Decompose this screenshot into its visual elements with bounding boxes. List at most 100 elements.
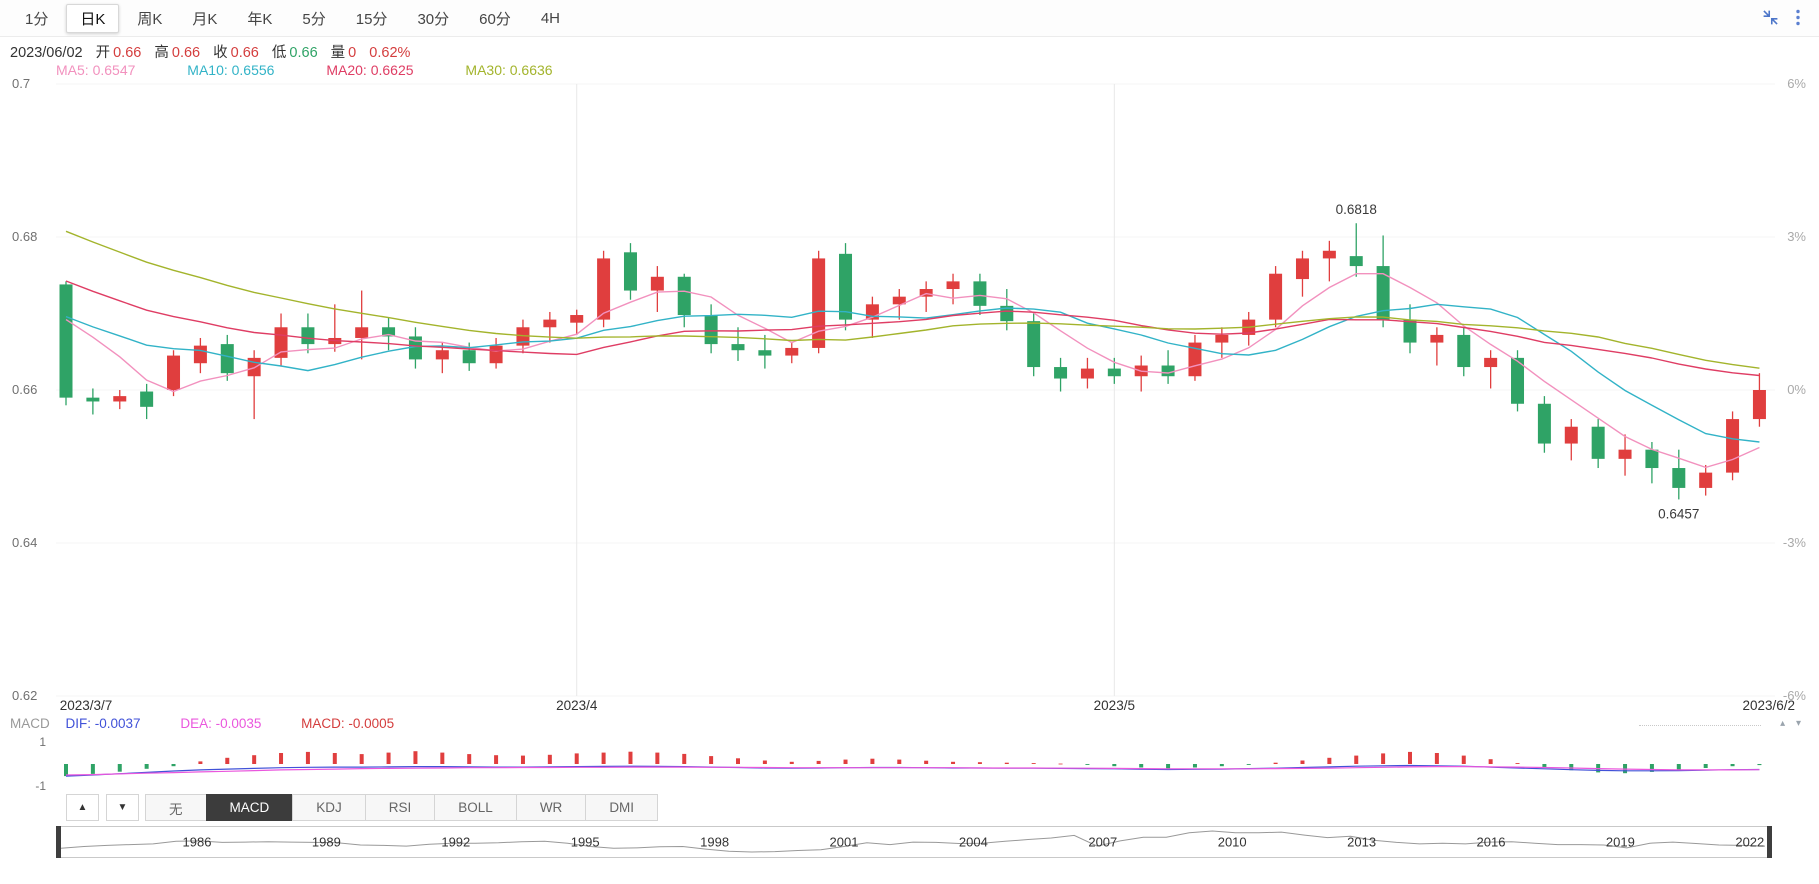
macd-hist-bar bbox=[1031, 763, 1036, 764]
candles-layer[interactable] bbox=[59, 223, 1766, 500]
dea-value: DEA: -0.0035 bbox=[180, 716, 262, 731]
candle-body bbox=[1511, 357, 1525, 404]
dea-line bbox=[65, 766, 1760, 776]
macd-hist-bar bbox=[682, 753, 687, 764]
macd-histogram bbox=[64, 751, 1762, 777]
macd-hist-bar bbox=[547, 754, 552, 764]
percent-axis-label: -3% bbox=[1783, 535, 1807, 550]
price-annotation: 0.6818 bbox=[1336, 202, 1377, 217]
candle-body bbox=[1376, 266, 1390, 320]
candle-body bbox=[1618, 449, 1632, 459]
price-axis-label: 0.7 bbox=[12, 76, 30, 91]
high-value: 0.66 bbox=[171, 45, 201, 61]
navigator-year-label: 1998 bbox=[700, 834, 730, 850]
ma5-legend: MA5: 0.6547 bbox=[56, 62, 136, 78]
candle-body bbox=[1672, 468, 1686, 488]
indicator-tab-dmi[interactable]: DMI bbox=[585, 794, 659, 821]
kebab-menu-icon[interactable] bbox=[1795, 9, 1801, 26]
indicator-tab-macd[interactable]: MACD bbox=[205, 794, 294, 821]
candle-body bbox=[274, 327, 288, 358]
percent-axis-label: 6% bbox=[1787, 76, 1806, 91]
date-axis-label: 2023/4 bbox=[556, 698, 598, 713]
svg-text:-1: -1 bbox=[35, 779, 46, 793]
candle-body bbox=[1564, 426, 1578, 444]
candle-body bbox=[140, 391, 154, 407]
ma20-legend: MA20: 0.6625 bbox=[326, 62, 414, 78]
macd-hist-bar bbox=[1192, 764, 1197, 768]
indicator-tab-none[interactable]: 无 bbox=[145, 794, 207, 821]
navigator-left-handle[interactable] bbox=[56, 826, 61, 858]
tab-30min[interactable]: 30分 bbox=[417, 10, 450, 28]
indicator-down-button[interactable]: ▼ bbox=[106, 794, 139, 821]
macd-hist-bar bbox=[1112, 764, 1117, 767]
macd-hist-bar bbox=[897, 759, 902, 764]
tab-60min[interactable]: 60分 bbox=[479, 10, 511, 28]
open-value: 0.66 bbox=[113, 45, 142, 61]
navigator-year-label: 2010 bbox=[1217, 834, 1247, 850]
macd-hist-bar bbox=[520, 755, 525, 764]
macd-hist-bar bbox=[816, 760, 821, 764]
tab-5min[interactable]: 5分 bbox=[302, 10, 326, 28]
volume-value: 0 bbox=[348, 45, 357, 61]
tab-daily-k[interactable]: 日K bbox=[66, 3, 120, 33]
macd-value: MACD: -0.0005 bbox=[301, 716, 395, 731]
navigator-year-label: 1986 bbox=[182, 834, 212, 850]
candle-body bbox=[1188, 342, 1202, 377]
macd-hist-bar bbox=[789, 761, 794, 764]
tab-15min[interactable]: 15分 bbox=[355, 10, 388, 28]
macd-hist-bar bbox=[1354, 755, 1359, 764]
tab-4h[interactable]: 4H bbox=[540, 9, 560, 27]
timeline-navigator[interactable]: 1986 1989 1992 1995 1998 2001 2004 2007 2010 2013… bbox=[56, 826, 1772, 858]
indicator-tab-kdj[interactable]: KDJ bbox=[292, 794, 366, 821]
macd-hist-bar bbox=[1461, 755, 1466, 764]
dotted-divider bbox=[1639, 725, 1761, 726]
indicator-tab-wr[interactable]: WR bbox=[515, 794, 587, 821]
candle-body bbox=[489, 345, 503, 364]
navigator-right-handle[interactable] bbox=[1767, 826, 1772, 858]
macd-hist-bar bbox=[1004, 762, 1009, 764]
macd-hist-bar bbox=[332, 753, 337, 764]
candle-body bbox=[1349, 256, 1363, 267]
candle-body bbox=[1080, 368, 1094, 379]
macd-hist-bar bbox=[305, 751, 310, 764]
macd-hist-bar bbox=[440, 752, 445, 764]
price-axis-label: 0.68 bbox=[12, 229, 37, 244]
candle-body bbox=[1591, 426, 1605, 459]
candle-body bbox=[1000, 305, 1014, 322]
candle-body bbox=[1215, 334, 1229, 343]
tab-monthly-k[interactable]: 月K bbox=[192, 10, 218, 28]
date-axis-label: 2023/5 bbox=[1093, 698, 1135, 713]
tab-weekly-k[interactable]: 周K bbox=[137, 10, 163, 28]
candle-body bbox=[1645, 449, 1659, 469]
ma10-line bbox=[65, 303, 1760, 443]
macd-hist-bar bbox=[1300, 760, 1305, 764]
percent-axis-label: 3% bbox=[1787, 229, 1806, 244]
candle-body bbox=[462, 350, 476, 364]
macd-hist-bar bbox=[494, 755, 499, 764]
tab-yearly-k[interactable]: 年K bbox=[247, 10, 273, 28]
macd-hist-bar bbox=[1757, 764, 1762, 766]
candle-body bbox=[167, 355, 181, 390]
navigator-year-label: 1995 bbox=[570, 834, 600, 850]
macd-chart[interactable]: 1 -1 bbox=[0, 736, 1819, 794]
macd-panel-title: MACD bbox=[10, 716, 50, 731]
tab-1min[interactable]: 1分 bbox=[25, 10, 49, 28]
macd-hist-bar bbox=[574, 753, 579, 764]
candle-body bbox=[704, 315, 718, 345]
main-candlestick-chart[interactable]: 0.7 6% 0.68 3% 0.66 0% 0.64 -3% 0.62 -6% 0.6818 0.6… bbox=[0, 66, 1819, 716]
indicator-tab-boll[interactable]: BOLL bbox=[434, 794, 517, 821]
navigator-line bbox=[60, 830, 1766, 853]
macd-hist-bar bbox=[843, 759, 848, 764]
indicator-up-button[interactable]: ▲ bbox=[66, 794, 99, 821]
compress-icon[interactable] bbox=[1762, 9, 1779, 26]
date-axis-label: 2023/6/2 bbox=[1742, 698, 1795, 713]
macd-hist-bar bbox=[951, 761, 956, 764]
macd-hist-bar bbox=[252, 755, 257, 764]
macd-hist-bar bbox=[1219, 764, 1224, 767]
macd-hist-bar bbox=[1542, 764, 1547, 768]
indicator-tab-rsi[interactable]: RSI bbox=[364, 794, 436, 821]
macd-hist-bar bbox=[601, 752, 606, 764]
candle-body bbox=[1752, 390, 1766, 420]
panel-collapse-icons[interactable]: ▴ ▾ bbox=[1780, 718, 1805, 729]
date-axis: 2023/3/7 2023/4 2023/5 2023/6/2 bbox=[0, 698, 1819, 716]
